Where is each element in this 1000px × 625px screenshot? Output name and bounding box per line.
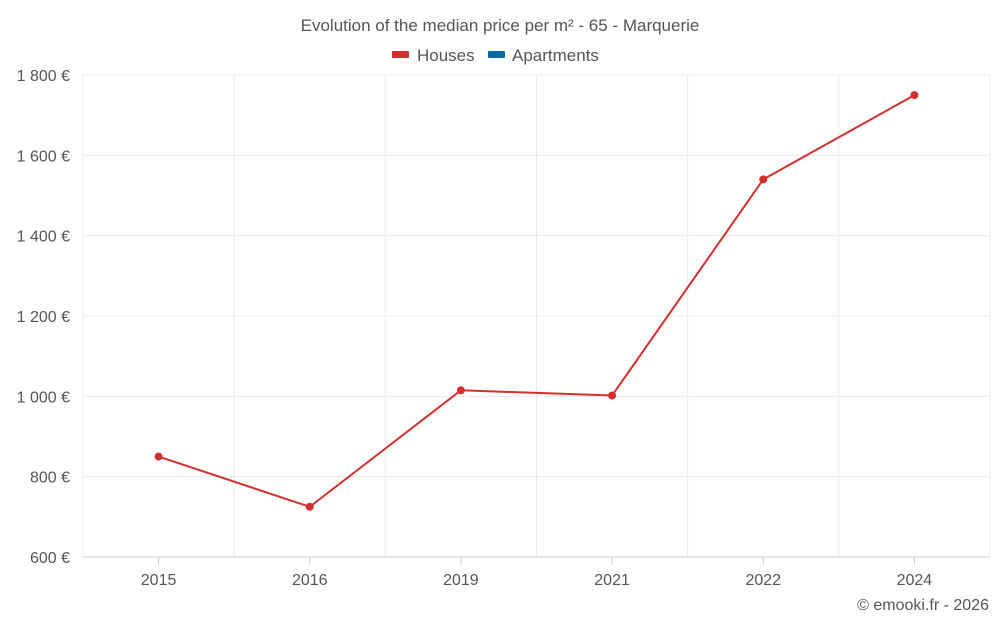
legend-apartments-label[interactable]: Apartments — [512, 46, 599, 65]
y-tick-label: 1 600 € — [17, 148, 70, 165]
x-tick-label: 2019 — [443, 572, 479, 589]
gridlines — [82, 74, 991, 557]
legend-houses-swatch[interactable] — [392, 51, 409, 58]
data-point-houses[interactable] — [608, 391, 617, 400]
x-axis: 2015 2016 2019 2021 2022 2024 — [141, 557, 933, 589]
series-houses-line — [158, 94, 915, 508]
legend-houses-label[interactable]: Houses — [417, 46, 475, 65]
y-tick-label: 600 € — [30, 550, 70, 567]
data-point-houses[interactable] — [456, 386, 465, 395]
y-tick-label: 1 000 € — [17, 389, 70, 406]
x-tick-label: 2016 — [292, 572, 328, 589]
credit-text: © emooki.fr - 2026 — [857, 597, 989, 614]
legend: Houses Apartments — [392, 46, 599, 65]
x-tick-label: 2024 — [897, 572, 933, 589]
data-point-houses[interactable] — [305, 502, 314, 511]
y-tick-label: 1 800 € — [17, 68, 70, 85]
x-tick-label: 2022 — [745, 572, 781, 589]
y-tick-label: 1 200 € — [17, 309, 70, 326]
x-tick-label: 2015 — [141, 572, 177, 589]
y-axis: 600 € 800 € 1 000 € 1 200 € 1 400 € 1 600 € 1 … — [17, 68, 70, 567]
chart-title: Evolution of the median price per m² - 6… — [301, 16, 700, 35]
data-point-houses[interactable] — [910, 91, 919, 100]
series-houses — [154, 91, 919, 511]
x-tick-label: 2021 — [594, 572, 630, 589]
data-point-houses[interactable] — [154, 452, 163, 461]
legend-apartments-swatch[interactable] — [488, 51, 505, 58]
y-tick-label: 800 € — [30, 470, 70, 487]
data-point-houses[interactable] — [759, 175, 768, 184]
y-tick-label: 1 400 € — [17, 229, 70, 246]
